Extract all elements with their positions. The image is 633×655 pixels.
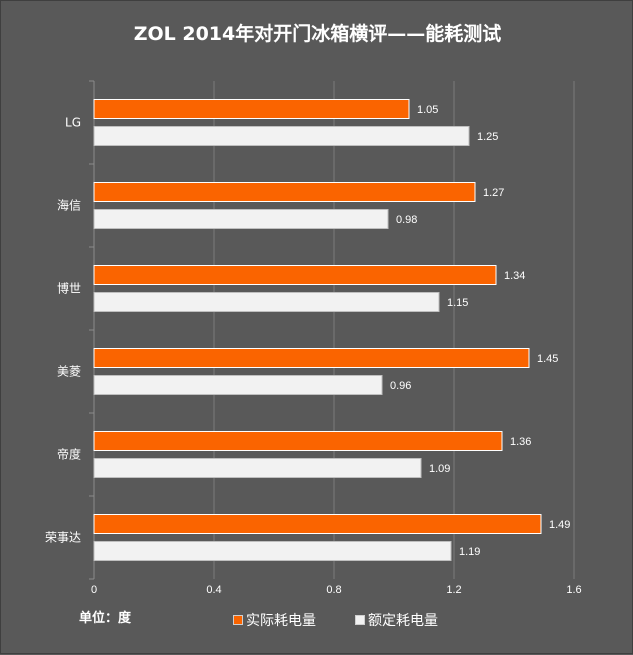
category-label: 荣事达 (45, 531, 81, 545)
bar-actual (93, 514, 542, 534)
category-label: 美菱 (57, 365, 81, 379)
category-label: 海信 (57, 198, 81, 213)
category-label: LG (65, 116, 81, 130)
legend-item-rated: 额定耗电量 (355, 610, 438, 630)
category-label: 帝度 (57, 447, 81, 462)
data-label-actual: 1.49 (549, 519, 570, 531)
legend-item-actual: 实际耗电量 (233, 610, 316, 630)
category-label: 博世 (57, 281, 81, 296)
legend-swatch-rated (355, 615, 365, 625)
legend-swatch-actual (233, 615, 243, 625)
bar-actual (93, 99, 410, 119)
legend-label-actual: 实际耗电量 (246, 613, 316, 629)
bar-rated (93, 375, 383, 395)
data-label-rated: 1.25 (477, 131, 498, 143)
bar-rated (93, 458, 422, 478)
x-tick-label: 0.4 (206, 584, 221, 596)
bar-rated (93, 292, 440, 312)
data-label-rated: 0.96 (390, 380, 411, 392)
legend-label-rated: 额定耗电量 (368, 613, 438, 629)
chart-title: ZOL 2014年对开门冰箱横评——能耗测试 (133, 23, 502, 45)
bar-actual (93, 348, 530, 368)
bar-actual (93, 182, 476, 202)
data-label-rated: 1.15 (447, 297, 468, 309)
data-label-actual: 1.36 (510, 436, 531, 448)
data-label-rated: 1.19 (459, 546, 480, 558)
bar-rated (93, 126, 470, 146)
data-label-actual: 1.27 (483, 187, 504, 199)
data-label-actual: 1.45 (537, 353, 558, 365)
x-tick-label: 1.6 (566, 584, 581, 596)
bar-actual (93, 265, 497, 285)
x-tick-label: 0 (91, 584, 97, 596)
bar-actual (93, 431, 503, 451)
data-label-rated: 1.09 (429, 463, 450, 475)
unit-label: 单位：度 (79, 611, 132, 626)
data-label-actual: 1.34 (504, 270, 525, 282)
x-tick-label: 1.2 (446, 584, 461, 596)
data-label-rated: 0.98 (396, 214, 417, 226)
data-label-actual: 1.05 (417, 104, 438, 116)
x-tick-label: 0.8 (326, 584, 341, 596)
bar-rated (93, 541, 452, 561)
bar-rated (93, 209, 389, 229)
